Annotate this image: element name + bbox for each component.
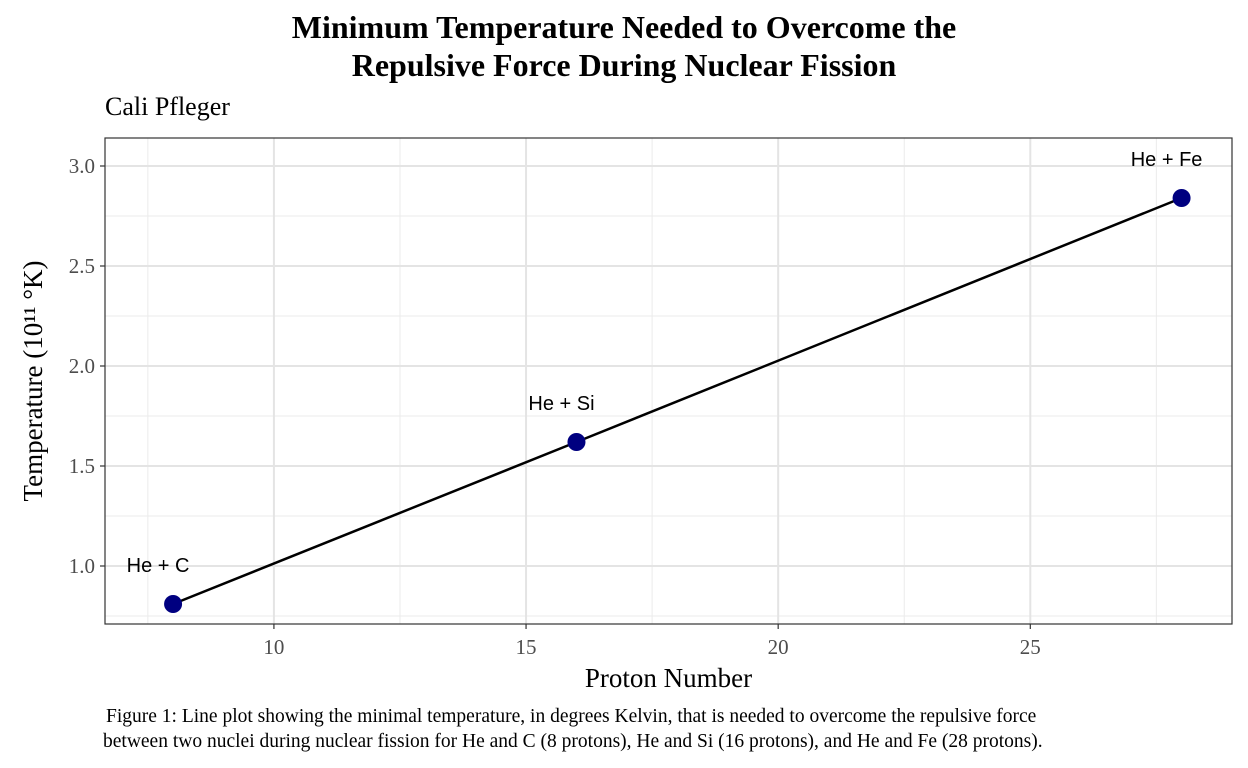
y-axis-label: Temperature (10¹¹ °K) (18, 261, 48, 502)
chart-subtitle: Cali Pfleger (105, 92, 230, 121)
y-axis-ticks: 1.0 1.5 2.0 2.5 3.0 (69, 154, 105, 578)
x-tick-label: 15 (516, 635, 537, 659)
y-tick-label: 2.0 (69, 354, 95, 378)
x-tick-label: 20 (768, 635, 789, 659)
chart-title-line-2: Repulsive Force During Nuclear Fission (351, 47, 897, 83)
data-point-label: He + Si (528, 393, 594, 415)
x-axis-ticks: 10 15 20 25 (263, 624, 1041, 659)
data-point-label: He + Fe (1131, 149, 1203, 171)
chart-title: Minimum Temperature Needed to Overcome t… (0, 8, 1248, 84)
x-axis-label: Proton Number (585, 663, 752, 693)
major-grid (105, 138, 1232, 624)
line-chart: He + C He + Si He + Fe 10 15 20 25 1.0 1.5 2.0 2… (18, 137, 1233, 693)
y-tick-label: 3.0 (69, 154, 95, 178)
caption-line-1: Figure 1: Line plot showing the minimal … (106, 706, 1037, 727)
data-point (164, 595, 183, 613)
y-tick-label: 1.5 (69, 454, 95, 478)
caption-line-2: between two nuclei during nuclear fissio… (103, 731, 1043, 752)
chart-title-line-1: Minimum Temperature Needed to Overcome t… (291, 9, 957, 45)
data-point (567, 433, 586, 451)
data-point (1172, 189, 1191, 207)
data-points (164, 189, 1191, 613)
x-tick-label: 10 (263, 635, 284, 659)
y-tick-label: 1.0 (69, 554, 95, 578)
data-point-label: He + C (127, 555, 190, 577)
minor-grid (105, 138, 1232, 624)
plot-panel-border (104, 137, 1233, 625)
y-tick-label: 2.5 (69, 254, 95, 278)
x-tick-label: 25 (1020, 635, 1041, 659)
point-labels: He + C He + Si He + Fe (127, 149, 1203, 577)
figure-caption: Figure 1: Line plot showing the minimal … (0, 704, 1248, 754)
